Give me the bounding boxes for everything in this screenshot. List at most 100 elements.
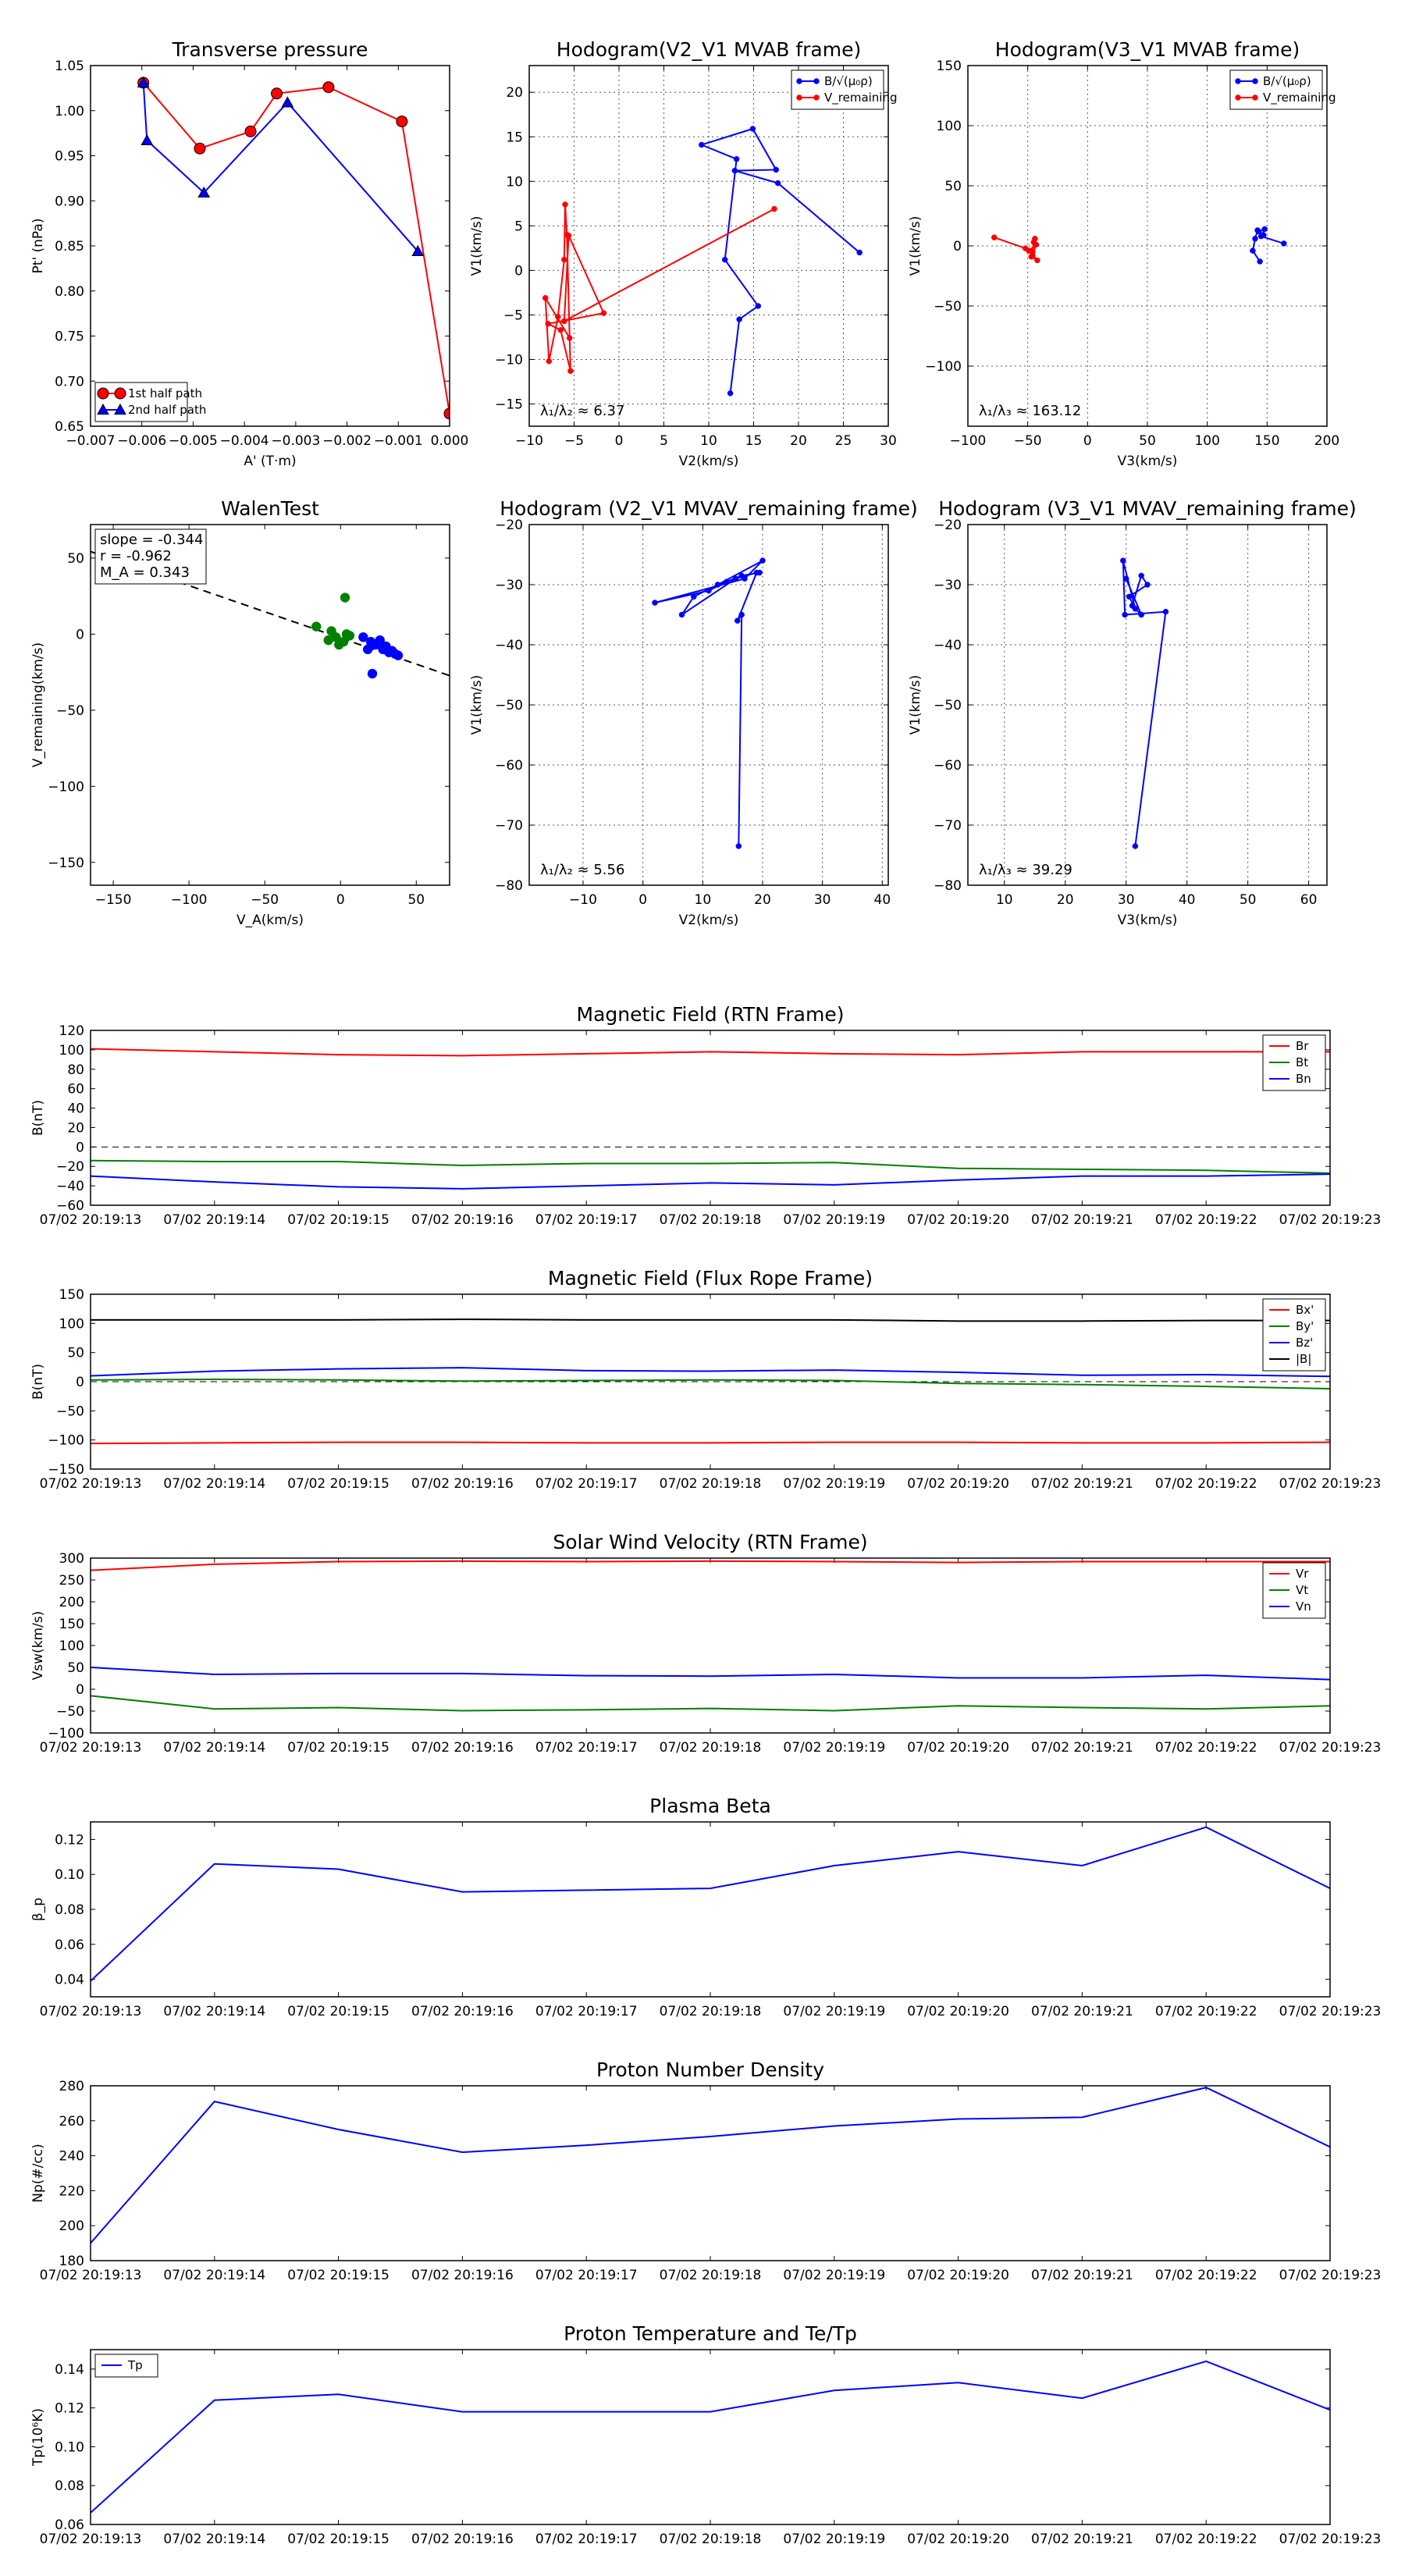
y-axis-label: V_remaining(km/s) (30, 642, 46, 767)
series-line (91, 1173, 1330, 1190)
y-tick-label: 200 (59, 2218, 84, 2234)
data-point (1257, 258, 1263, 265)
x-tick-label: 150 (1254, 433, 1279, 449)
y-tick-label: −80 (495, 878, 523, 894)
data-point (322, 81, 335, 94)
x-tick-label: 07/02 20:19:13 (40, 1476, 142, 1492)
series-V_remaining (991, 234, 1040, 264)
y-axis-label-group: B(nT) (30, 1100, 46, 1136)
x-tick-label: 07/02 20:19:17 (535, 1740, 638, 1756)
x-tick-label: 07/02 20:19:15 (287, 2532, 389, 2547)
x-tick-label: 07/02 20:19:13 (40, 2004, 142, 2019)
y-tick-label: 0.90 (55, 194, 84, 209)
y-tick-label: −100 (48, 779, 84, 795)
series-Bn (91, 1173, 1330, 1190)
x-tick-label: 07/02 20:19:21 (1031, 2004, 1133, 2019)
y-tick-label: 100 (59, 1638, 84, 1654)
x-tick-label: −150 (95, 892, 132, 908)
y-tick-label: 100 (937, 119, 962, 134)
data-point (244, 125, 257, 137)
legend-item: Vn (1269, 1599, 1311, 1614)
series-beta (91, 1826, 1330, 1982)
x-tick-label: 07/02 20:19:20 (907, 1740, 1009, 1756)
data-point (991, 234, 998, 240)
chart-title: Hodogram (V2_V1 MVAV_remaining frame) (500, 497, 918, 520)
x-tick-label: 10 (695, 892, 712, 908)
legend-label: 2nd half path (128, 403, 206, 417)
chart-walen: WalenTest −150 −100 −50 0 50 V_A(km/s) −150 −100… (30, 497, 450, 928)
y-axis-label: B(nT) (30, 1364, 46, 1400)
data-point (1129, 603, 1136, 609)
y-tick-label: 180 (59, 2254, 84, 2269)
legend-item: 1st half path (97, 386, 202, 400)
series-Vn (91, 1667, 1330, 1681)
x-tick-label: −0.006 (117, 433, 166, 449)
eigen-ratio-label: λ₁/λ₂ ≈ 6.37 (540, 403, 624, 419)
x-tick-label: 07/02 20:19:13 (40, 2268, 142, 2283)
x-tick-label: 07/02 20:19:19 (783, 2268, 885, 2283)
y-tick-label: 0.95 (55, 149, 84, 165)
y-tick-label: −50 (934, 698, 962, 713)
x-tick-label: 07/02 20:19:22 (1155, 1212, 1257, 1228)
grid (529, 66, 888, 426)
y-tick-label: 0.65 (55, 419, 84, 435)
legend-marker (1252, 94, 1258, 101)
data-point (1252, 236, 1258, 242)
x-tick-label: 07/02 20:19:20 (907, 2004, 1009, 2019)
x-axis: −0.007 −0.006 −0.005 −0.004 −0.003 −0.002 −0.0… (66, 66, 468, 469)
plot-frame (967, 65, 1328, 427)
x-tick-label: 30 (814, 892, 831, 908)
legend-marker (813, 78, 820, 84)
y-axis-label: V1(km/s) (469, 216, 485, 276)
y-tick-label: 0 (953, 239, 962, 254)
y-tick-label: −20 (934, 518, 962, 533)
legend-item: Vt (1269, 1583, 1308, 1597)
y-tick-label: 220 (59, 2183, 84, 2199)
x-tick-label: 10 (996, 892, 1013, 908)
data-point (545, 321, 551, 327)
data-point (567, 368, 574, 375)
plot-frame (90, 1557, 1331, 1734)
x-axis-label: V3(km/s) (1118, 913, 1178, 928)
x-tick-label: 07/02 20:19:17 (535, 2532, 638, 2547)
data-point (738, 572, 745, 579)
data-point (721, 256, 728, 263)
x-tick-label: 25 (835, 433, 852, 449)
y-axis-label: Tp(10⁶K) (30, 2408, 46, 2467)
data-point (1034, 257, 1040, 264)
x-tick-label: 07/02 20:19:18 (660, 1212, 762, 1228)
data-point (567, 335, 573, 341)
x-tick-label: 30 (1118, 892, 1135, 908)
legend-marker (1252, 78, 1258, 84)
series-V_remaining (652, 557, 766, 849)
y-tick-label: 0.08 (55, 2478, 84, 2494)
legend-item: Br (1269, 1039, 1309, 1053)
series-line (91, 1695, 1330, 1712)
legend-marker (97, 387, 109, 400)
y-tick-label: 240 (59, 2149, 84, 2165)
y-axis: −60 −40 −20 0 20 40 60 80 100 120 B(nT) (30, 1023, 1330, 1214)
y-tick-label: −20 (56, 1159, 84, 1175)
data-point (724, 578, 730, 585)
legend-item: V_remaining (1235, 91, 1336, 105)
eigen-ratio-label: λ₁/λ₂ ≈ 5.56 (540, 862, 624, 878)
x-tick-label: 07/02 20:19:19 (783, 2004, 885, 2019)
x-tick-label: 07/02 20:19:23 (1279, 2532, 1382, 2547)
series-line (142, 82, 419, 252)
y-tick-label: 40 (67, 1101, 84, 1117)
series-line (91, 1667, 1330, 1681)
chart-title: Magnetic Field (Flux Rope Frame) (548, 1267, 873, 1290)
x-tick-label: 07/02 20:19:17 (535, 1476, 638, 1492)
data-point (443, 407, 450, 420)
chart-title: WalenTest (221, 497, 319, 520)
x-tick-label: 0 (1083, 433, 1092, 449)
x-tick-label: 10 (700, 433, 717, 449)
y-tick-label: 0.75 (55, 329, 84, 345)
x-tick-label: −50 (1014, 433, 1042, 449)
y-tick-label: 60 (67, 1082, 84, 1098)
y-tick-label: 200 (59, 1595, 84, 1610)
y-tick-label: 0.06 (55, 2517, 84, 2533)
y-tick-label: −150 (48, 856, 84, 871)
y-tick-label: 120 (59, 1023, 84, 1039)
